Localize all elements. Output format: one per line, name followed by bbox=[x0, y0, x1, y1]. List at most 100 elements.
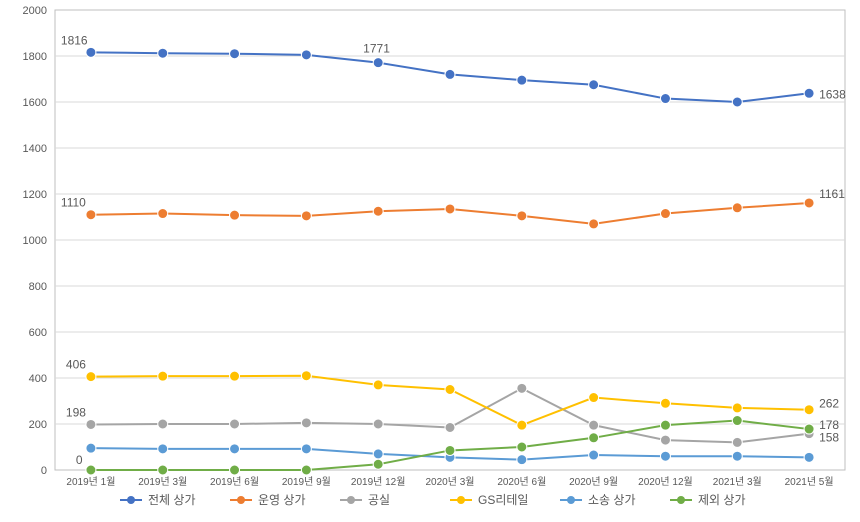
series-marker bbox=[804, 88, 814, 98]
y-tick-label: 2000 bbox=[23, 5, 47, 17]
x-tick-label: 2021년 3월 bbox=[713, 476, 762, 488]
x-tick-label: 2020년 9월 bbox=[569, 476, 618, 488]
legend-marker bbox=[457, 496, 465, 504]
series-marker bbox=[158, 209, 168, 219]
data-label: 406 bbox=[66, 358, 86, 372]
series-marker bbox=[445, 69, 455, 79]
series-marker bbox=[804, 198, 814, 208]
y-tick-label: 1200 bbox=[23, 189, 47, 201]
series-marker bbox=[517, 383, 527, 393]
series-marker bbox=[158, 48, 168, 58]
y-tick-label: 600 bbox=[29, 327, 47, 339]
legend-label: 소송 상가 bbox=[588, 493, 636, 507]
series-line bbox=[91, 376, 809, 425]
series-marker bbox=[732, 203, 742, 213]
series-marker bbox=[660, 94, 670, 104]
x-tick-label: 2020년 12월 bbox=[638, 476, 693, 488]
y-tick-label: 200 bbox=[29, 419, 47, 431]
series-marker bbox=[660, 209, 670, 219]
series-marker bbox=[804, 452, 814, 462]
series-marker bbox=[158, 444, 168, 454]
legend-marker bbox=[127, 496, 135, 504]
series-marker bbox=[373, 449, 383, 459]
series-marker bbox=[445, 204, 455, 214]
series-marker bbox=[589, 450, 599, 460]
legend-label: 운영 상가 bbox=[258, 493, 306, 507]
data-label: 158 bbox=[819, 431, 839, 445]
series-marker bbox=[732, 437, 742, 447]
series-marker bbox=[660, 451, 670, 461]
y-tick-label: 1800 bbox=[23, 51, 47, 63]
series-line bbox=[91, 388, 809, 442]
series-marker bbox=[301, 465, 311, 475]
series-marker bbox=[660, 435, 670, 445]
legend-label: 전체 상가 bbox=[148, 493, 196, 507]
series-marker bbox=[373, 58, 383, 68]
x-tick-label: 2019년 3월 bbox=[138, 476, 187, 488]
series-marker bbox=[86, 443, 96, 453]
series-marker bbox=[589, 420, 599, 430]
data-label: 262 bbox=[819, 397, 839, 411]
x-tick-label: 2019년 12월 bbox=[351, 476, 406, 488]
series-marker bbox=[86, 465, 96, 475]
legend: 전체 상가 운영 상가 공실 GS리테일 소송 상가 제외 상가 bbox=[120, 493, 746, 507]
series-marker bbox=[158, 419, 168, 429]
series-marker bbox=[589, 80, 599, 90]
series-marker bbox=[373, 419, 383, 429]
series-marker bbox=[158, 371, 168, 381]
series-marker bbox=[86, 372, 96, 382]
data-label: 1771 bbox=[363, 42, 390, 56]
series-marker bbox=[732, 451, 742, 461]
series-marker bbox=[517, 442, 527, 452]
series-marker bbox=[732, 416, 742, 426]
data-label: 1161 bbox=[819, 187, 845, 201]
x-tick-label: 2019년 6월 bbox=[210, 476, 259, 488]
series-marker bbox=[660, 398, 670, 408]
series-marker bbox=[517, 455, 527, 465]
data-label: 1638 bbox=[819, 87, 846, 101]
data-label: 0 bbox=[76, 453, 83, 467]
y-tick-label: 400 bbox=[29, 373, 47, 385]
series-marker bbox=[660, 420, 670, 430]
series-marker bbox=[301, 211, 311, 221]
series-marker bbox=[230, 371, 240, 381]
series-marker bbox=[373, 206, 383, 216]
series-marker bbox=[301, 371, 311, 381]
series-marker bbox=[86, 47, 96, 57]
data-label: 1816 bbox=[61, 33, 88, 47]
legend-label: 공실 bbox=[368, 493, 390, 507]
legend-marker bbox=[237, 496, 245, 504]
y-tick-label: 1600 bbox=[23, 97, 47, 109]
series-marker bbox=[373, 380, 383, 390]
series-marker bbox=[517, 420, 527, 430]
line-chart: 0 200 400 600 800 1000 1200 1400 1600 1800 2000 201… bbox=[0, 0, 860, 522]
x-tick-label: 2020년 3월 bbox=[426, 476, 475, 488]
series-marker bbox=[732, 97, 742, 107]
series-marker bbox=[158, 465, 168, 475]
series-marker bbox=[86, 210, 96, 220]
series-marker bbox=[230, 419, 240, 429]
series-marker bbox=[445, 385, 455, 395]
series-marker bbox=[804, 405, 814, 415]
legend-marker bbox=[567, 496, 575, 504]
series-marker bbox=[301, 418, 311, 428]
series-marker bbox=[589, 433, 599, 443]
series-marker bbox=[230, 210, 240, 220]
y-tick-label: 1400 bbox=[23, 143, 47, 155]
series-marker bbox=[445, 422, 455, 432]
series-marker bbox=[230, 49, 240, 59]
y-tick-label: 1000 bbox=[23, 235, 47, 247]
series-marker bbox=[517, 75, 527, 85]
y-tick-label: 800 bbox=[29, 281, 47, 293]
series-marker bbox=[517, 211, 527, 221]
legend-label: GS리테일 bbox=[478, 493, 528, 507]
legend-label: 제외 상가 bbox=[698, 493, 746, 507]
series-marker bbox=[301, 50, 311, 60]
data-label: 1110 bbox=[61, 196, 86, 210]
series-marker bbox=[301, 444, 311, 454]
x-tick-label: 2019년 1월 bbox=[66, 476, 115, 488]
series-marker bbox=[732, 403, 742, 413]
series-marker bbox=[230, 465, 240, 475]
y-tick-label: 0 bbox=[41, 465, 47, 477]
series-marker bbox=[804, 424, 814, 434]
